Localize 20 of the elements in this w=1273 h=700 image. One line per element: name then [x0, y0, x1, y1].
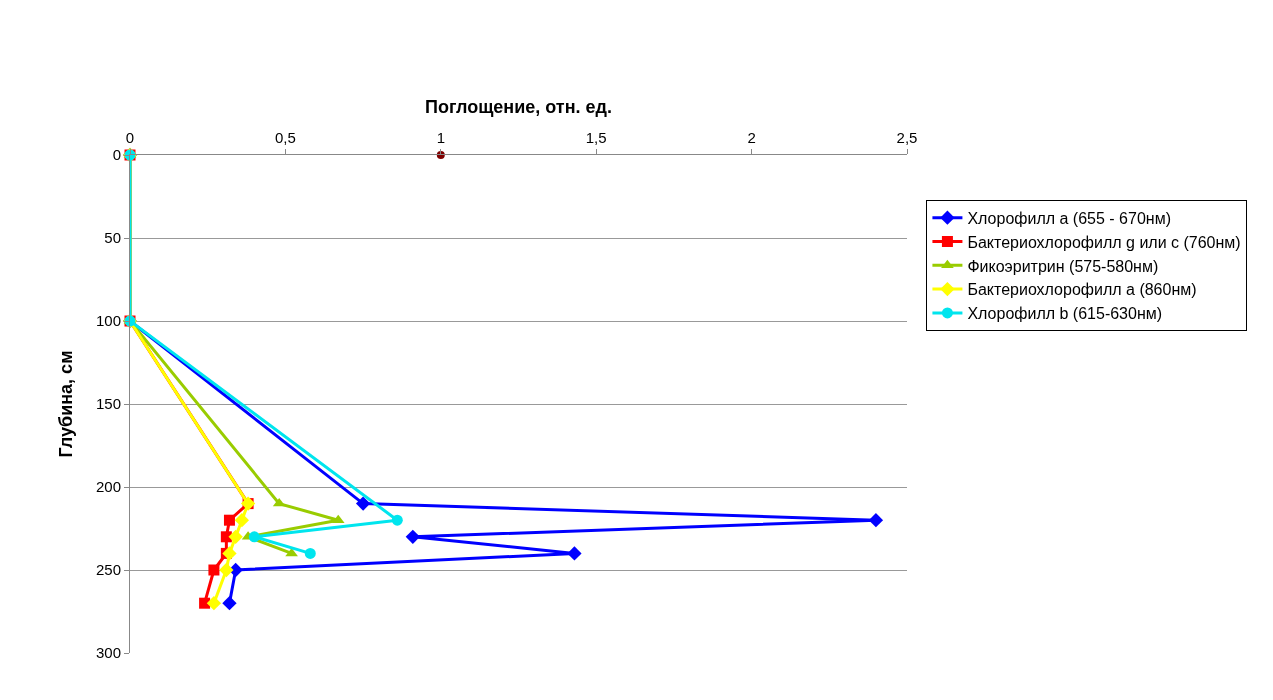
x-tick-label: 2,5: [896, 129, 918, 146]
x-tick-label: 1: [436, 129, 445, 146]
y-tick-label: 50: [104, 229, 121, 247]
x-tick-label: 0,5: [274, 129, 296, 146]
y-tick-label: 200: [95, 478, 121, 496]
legend-label: Хлорофилл b (615-630нм): [967, 305, 1163, 323]
legend-label: Бактериохлорофилл g или c (760нм): [967, 233, 1241, 251]
legend-label: Фикоэритрин (575-580нм): [967, 257, 1159, 275]
y-axis-title: Глубина, см: [56, 350, 77, 458]
legend-label: Бактериохлорофилл а (860нм): [967, 281, 1197, 299]
y-tick-label: 150: [95, 395, 121, 413]
x-tick-label: 1,5: [585, 129, 607, 146]
x-tick-label: 2: [747, 129, 756, 146]
y-tick-label: 0: [112, 146, 121, 164]
y-tick-label: 100: [95, 312, 121, 330]
x-axis-title: Поглощение, отн. ед.: [425, 97, 612, 118]
y-tick-label: 300: [95, 644, 121, 662]
y-tick-label: 250: [95, 561, 121, 579]
x-tick-label: 0: [125, 129, 135, 146]
legend-label: Хлорофилл а (655 - 670нм): [967, 209, 1171, 227]
